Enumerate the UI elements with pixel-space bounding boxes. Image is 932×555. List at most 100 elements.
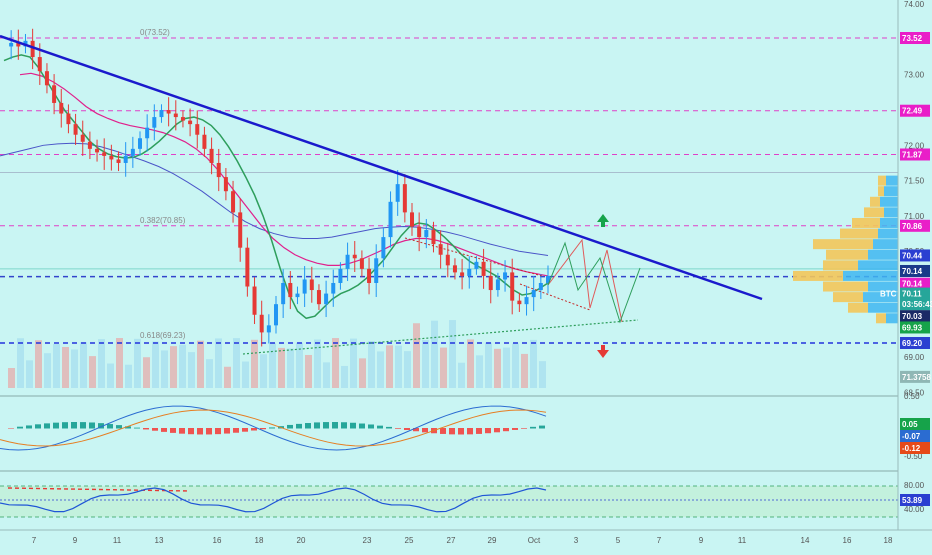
volume-bar <box>503 347 510 388</box>
volume-bar <box>233 338 240 388</box>
candle-body <box>109 155 114 160</box>
rsi-pane <box>0 485 898 518</box>
volume-bar <box>458 362 465 388</box>
candle-body <box>288 282 293 298</box>
macd-histogram-bar <box>89 422 95 429</box>
candle-body <box>231 191 236 213</box>
volume-bar <box>377 351 384 388</box>
profile-bar-blue <box>880 196 898 207</box>
candle-body <box>546 275 550 283</box>
macd-histogram-bar <box>242 428 248 432</box>
forecast-path <box>547 241 641 324</box>
volume-bar <box>359 358 366 388</box>
profile-bar-yellow <box>848 302 868 313</box>
volume-bar <box>224 366 231 388</box>
time-tick-label: 27 <box>447 536 456 545</box>
profile-bar-yellow <box>826 249 868 260</box>
volume-bar <box>296 342 303 388</box>
volume-bar <box>350 338 357 388</box>
profile-bar-yellow <box>878 175 886 186</box>
macd-histogram-bar <box>350 422 356 429</box>
macd-histogram-bar <box>395 428 401 429</box>
price-tag <box>900 104 930 117</box>
candle-body <box>87 141 92 149</box>
macd-tag-label: -0.12 <box>902 444 921 453</box>
macd-histogram-bar <box>98 423 104 429</box>
volume-bar <box>152 341 159 388</box>
macd-histogram-bar <box>269 427 275 429</box>
macd-histogram-bar <box>143 428 149 430</box>
candle-body <box>381 237 386 259</box>
candle-body <box>123 155 128 163</box>
time-tick-label: 7 <box>657 536 662 545</box>
time-tick-label: 11 <box>113 536 122 545</box>
candle-body <box>438 244 443 255</box>
candle-body <box>173 113 178 118</box>
price-tick-label: 68.50 <box>904 388 925 397</box>
volume-bar <box>269 343 276 388</box>
fib-label: 0(73.52) <box>140 28 170 37</box>
profile-bar-yellow <box>878 186 884 197</box>
moving-averages <box>0 54 549 320</box>
price-tag <box>900 310 930 323</box>
volume-bar <box>332 338 339 388</box>
volume-bar <box>143 357 150 388</box>
profile-bar-yellow <box>864 207 884 218</box>
macd-histogram-bar <box>116 425 122 429</box>
rsi-tick-label: 40.00 <box>904 505 925 514</box>
macd-histogram-bar <box>359 423 365 429</box>
profile-bar-blue <box>886 175 898 186</box>
volume-bar <box>8 368 15 388</box>
volume-bar <box>197 340 204 388</box>
time-tick-label: 18 <box>255 536 264 545</box>
candle-body <box>503 272 508 280</box>
volume-bar <box>17 338 24 388</box>
profile-bar-blue <box>884 186 898 197</box>
candle-body <box>30 40 35 58</box>
macd-histogram-bar <box>107 424 113 429</box>
arrow-down-icon <box>597 345 609 358</box>
price-tick-label: 74.00 <box>904 0 925 9</box>
price-tick-label: 72.00 <box>904 141 925 150</box>
price-axis: 74.0073.5073.0072.5072.0071.5071.0070.50… <box>0 0 932 531</box>
volume-bar <box>323 362 330 388</box>
candle-body <box>73 124 78 135</box>
macd-histogram-bar <box>287 424 293 429</box>
price-tag-label: 71.87 <box>902 150 923 159</box>
volume-bars <box>8 320 546 388</box>
profile-bar-yellow <box>823 260 858 271</box>
profile-bar-blue <box>884 207 898 218</box>
profile-bar-yellow <box>852 217 880 228</box>
drawings <box>0 34 763 358</box>
profile-bar-blue <box>886 313 898 324</box>
candle-body <box>488 275 493 291</box>
volume-bar <box>404 351 411 388</box>
candle-body <box>44 71 49 86</box>
time-tick-label: 16 <box>213 536 222 545</box>
macd-histogram-bar <box>26 425 32 429</box>
candle-body <box>510 272 515 301</box>
candle-body <box>138 138 142 149</box>
candle-body <box>59 102 64 114</box>
candle-body <box>431 230 436 245</box>
macd-histogram-bar <box>80 422 86 429</box>
price-tag <box>900 148 930 161</box>
macd-histogram-bar <box>161 428 167 432</box>
time-tick-label: 5 <box>616 536 621 545</box>
candle-body <box>338 268 343 283</box>
macd-histogram-bar <box>71 422 77 429</box>
candle-body <box>245 247 250 287</box>
macd-histogram-bar <box>305 423 311 429</box>
candle-body <box>517 300 522 305</box>
arrow-up-icon <box>597 214 609 227</box>
time-tick-label: 23 <box>363 536 372 545</box>
volume-bar <box>161 350 168 388</box>
candle-body <box>259 314 264 333</box>
volume-bar <box>80 342 87 388</box>
price-tag-label: 73.52 <box>902 34 923 43</box>
candle-body <box>95 148 100 153</box>
volume-profile <box>793 175 898 324</box>
macd-tag <box>900 442 930 454</box>
